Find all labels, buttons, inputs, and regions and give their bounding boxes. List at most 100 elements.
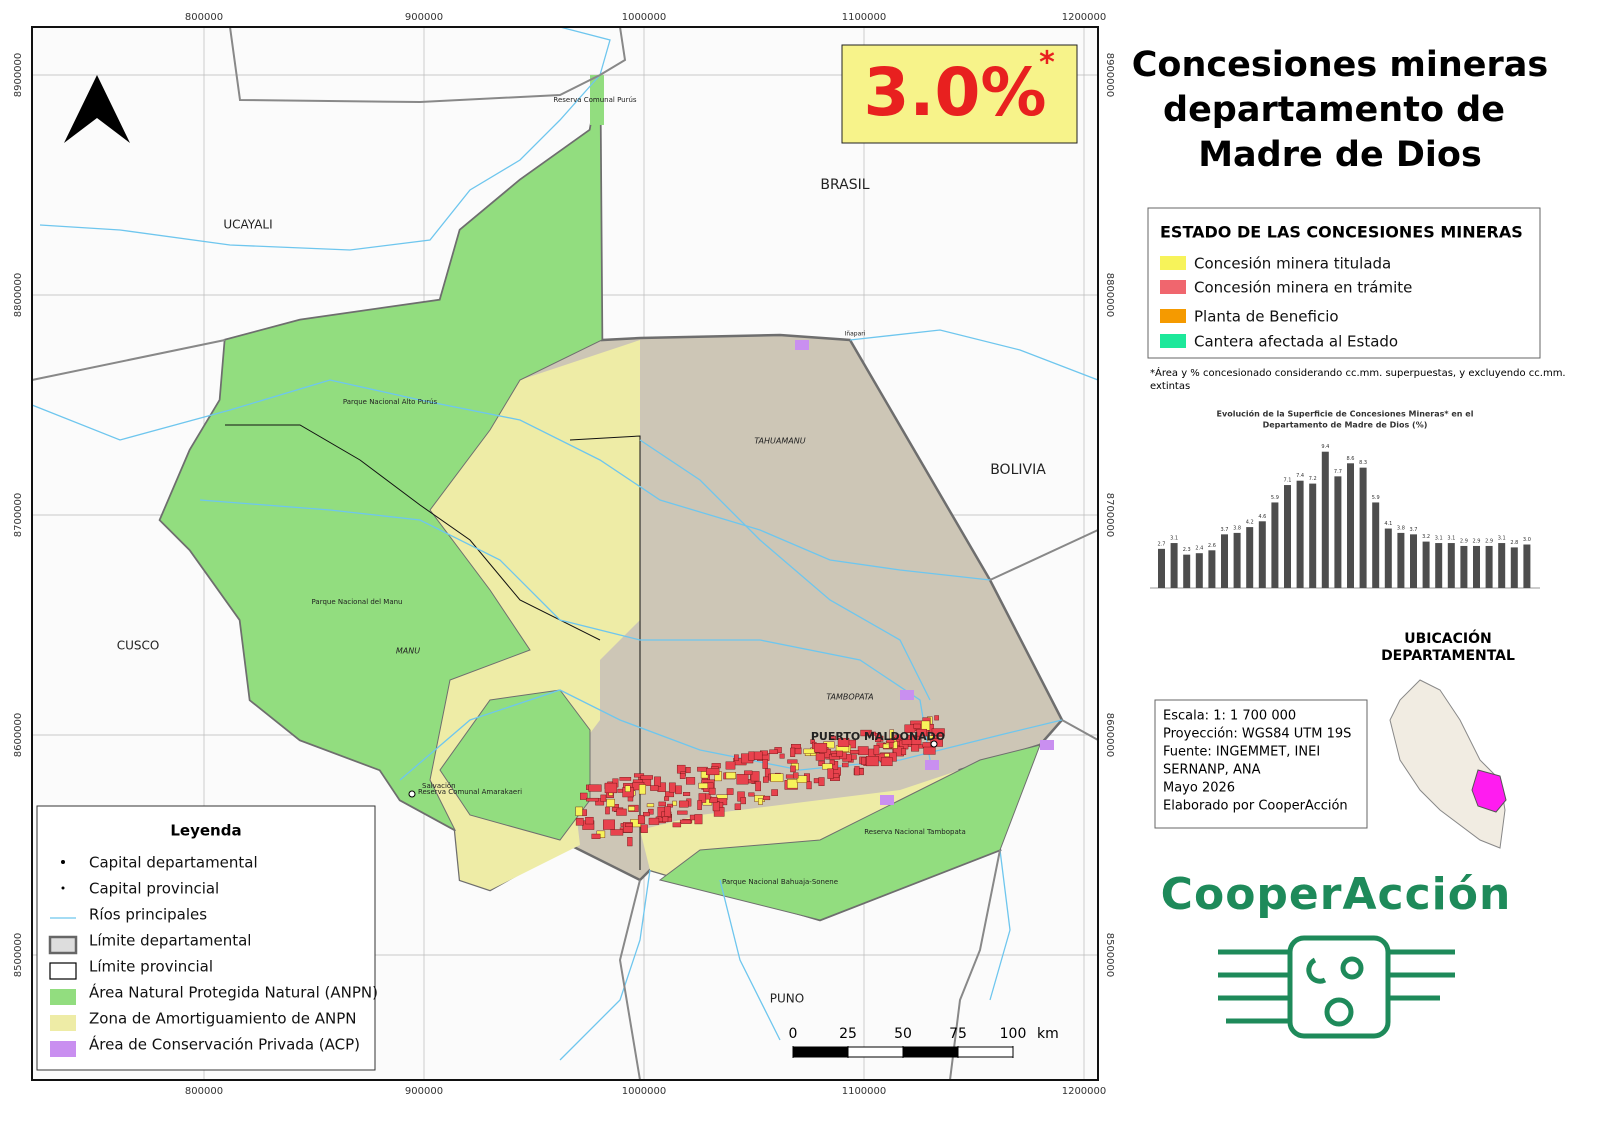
value-label: 4.1 — [1384, 521, 1392, 527]
concession-patch — [646, 803, 655, 808]
concession-patch — [913, 723, 921, 729]
legend-label: Zona de Amortiguamiento de ANPN — [89, 1010, 357, 1028]
value-label: 3.8 — [1233, 525, 1241, 531]
concession-patch — [787, 759, 798, 764]
concession-patch — [712, 801, 720, 812]
map-label: PUERTO MALDONADO — [811, 730, 945, 743]
coord-label: 800000 — [185, 1086, 223, 1097]
concession-patch — [888, 738, 894, 748]
coord-label: 8800000 — [1104, 273, 1115, 318]
bar — [1397, 532, 1405, 588]
coord-label: 8500000 — [13, 933, 24, 978]
concession-patch — [640, 824, 648, 833]
concession-patch — [842, 762, 849, 768]
logo-icon — [1218, 935, 1455, 1039]
concession-patch — [755, 781, 761, 792]
coord-label: 1100000 — [842, 1086, 887, 1097]
acp-patch — [880, 795, 894, 805]
legend-label: Área de Conservación Privada (ACP) — [89, 1035, 360, 1054]
badge-asterisk: * — [1039, 46, 1055, 81]
legend-label: Ríos principales — [89, 906, 207, 924]
bar — [1271, 502, 1279, 588]
coord-label: 1100000 — [842, 12, 887, 23]
mini-chart: Evolución de la Superficie de Concesione… — [1150, 409, 1540, 589]
river — [39, 74, 601, 251]
concession-patch — [752, 751, 763, 760]
value-label: 4.6 — [1258, 514, 1266, 520]
value-label: 2.8 — [1510, 540, 1518, 546]
concession-patch — [586, 797, 599, 802]
concession-patch — [603, 819, 615, 830]
coord-label: 1000000 — [622, 1086, 667, 1097]
concession-patch — [769, 749, 778, 755]
concession-patch — [604, 782, 618, 794]
peru-inset — [1389, 679, 1506, 849]
capital-marker — [408, 790, 416, 798]
concession-patch — [861, 757, 867, 766]
bar — [1183, 554, 1191, 588]
coord-label: 8800000 — [13, 273, 24, 318]
concession-patch — [734, 803, 741, 810]
scale-segment — [957, 1046, 1014, 1058]
acp-patch — [925, 760, 939, 770]
map-label: Parque Nacional del Manu — [312, 598, 403, 606]
concession-patch — [851, 754, 857, 760]
concession-patch — [790, 765, 796, 773]
value-label: 3.7 — [1221, 527, 1229, 533]
coord-label: 8900000 — [13, 53, 24, 98]
info-box — [1154, 699, 1368, 829]
concession-patch — [697, 800, 702, 810]
info-line: Proyección: WGS84 UTM 19S — [1163, 727, 1351, 742]
concession-patch — [580, 792, 588, 800]
scale-segment — [792, 1046, 849, 1058]
coord-label: 8700000 — [13, 493, 24, 538]
concession-patch — [662, 816, 669, 823]
legend-swatch — [1160, 280, 1186, 294]
legend-symbol — [50, 1041, 76, 1057]
concession-patch — [588, 784, 602, 792]
acp-patch — [795, 340, 809, 350]
neighbor-boundary — [31, 26, 1099, 1081]
map-label: BOLIVIA — [990, 462, 1046, 478]
value-label: 4.2 — [1246, 520, 1254, 526]
concession-patch — [628, 806, 635, 811]
legend-label: Capital provincial — [89, 880, 219, 898]
map-label: Salvación — [422, 782, 456, 790]
chart-title: Departamento de Madre de Dios (%) — [1263, 421, 1428, 430]
legend-label: Límite departamental — [89, 932, 251, 950]
concession-patch — [686, 777, 696, 785]
concession-patch — [675, 785, 682, 795]
concession-patch — [685, 767, 691, 774]
scale-unit: km — [1037, 1026, 1059, 1042]
concession-patch — [911, 735, 922, 745]
concession-patch — [836, 750, 843, 757]
location-title: UBICACIÓN — [1404, 629, 1491, 647]
legend-symbol — [48, 935, 78, 955]
madre-de-dios-inset — [1471, 769, 1507, 813]
concession-patch — [763, 776, 769, 783]
map-label: CUSCO — [117, 639, 160, 653]
legend-label: Concesión minera titulada — [1194, 255, 1391, 273]
bar — [1447, 543, 1455, 588]
legend-title: Leyenda — [170, 822, 241, 840]
bar — [1523, 544, 1531, 588]
concession-patch — [886, 739, 895, 743]
map-label: MANU — [396, 647, 420, 656]
title: Concesiones mineras — [1132, 45, 1549, 85]
concession-patch — [705, 793, 711, 800]
value-label: 7.4 — [1296, 473, 1304, 479]
value-label: 2.9 — [1485, 538, 1493, 544]
concession-patch — [850, 749, 860, 754]
scale-label: 100 — [1000, 1026, 1027, 1042]
value-label: 3.7 — [1410, 527, 1418, 533]
acp-patch — [900, 690, 914, 700]
concession-patch — [664, 796, 670, 801]
chart-title: Evolución de la Superficie de Concesione… — [1217, 409, 1474, 419]
value-label: 5.9 — [1372, 495, 1380, 501]
value-label: 2.3 — [1183, 547, 1191, 553]
concession-patch — [624, 785, 631, 792]
title: Madre de Dios — [1198, 135, 1482, 175]
concession-patch — [806, 781, 812, 790]
concession-patch — [771, 789, 778, 796]
concession-patch — [625, 823, 633, 827]
